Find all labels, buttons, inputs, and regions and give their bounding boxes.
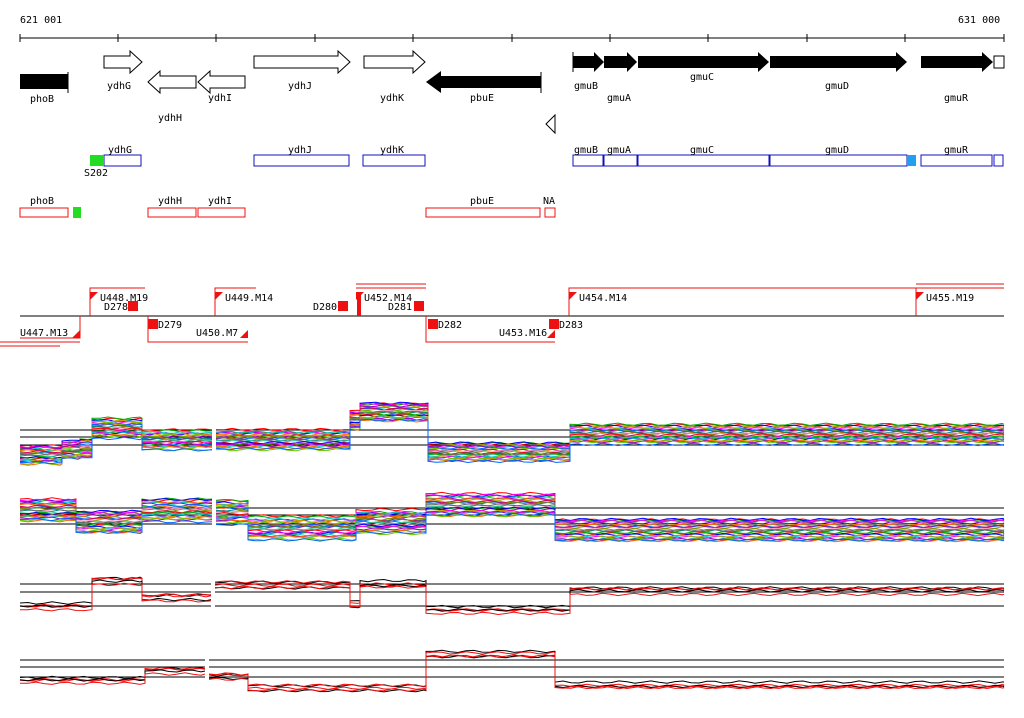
red-feature-track: phoB ydhH ydhI pbuE NA <box>19 196 556 218</box>
expression-trace <box>19 649 1005 688</box>
downstream-label[interactable]: D281 <box>388 302 412 313</box>
blue-feature-ydhK[interactable]: ydhK <box>362 145 426 167</box>
red-feature-NA[interactable]: NA <box>543 196 556 218</box>
downstream-label[interactable]: D283 <box>559 320 583 331</box>
panel-gap <box>211 554 215 624</box>
expression-trace <box>19 496 1005 526</box>
panel-gap <box>205 630 209 700</box>
downstream-label[interactable]: D279 <box>158 320 182 331</box>
panel-gap <box>212 478 216 548</box>
svg-text:ydhG: ydhG <box>108 145 132 156</box>
gene-label: phoB <box>30 94 54 105</box>
terminator-marker <box>545 113 556 135</box>
gene-ydhH[interactable]: ydhH <box>147 69 197 124</box>
expression-trace <box>19 503 1005 533</box>
svg-text:gmuB: gmuB <box>574 145 598 156</box>
upstream-label[interactable]: U449.M14 <box>225 293 273 304</box>
upstream-label[interactable]: U455.M19 <box>926 293 974 304</box>
expression-panel-3 <box>19 554 1005 624</box>
gene-label: gmuD <box>825 81 849 92</box>
svg-text:ydhK: ydhK <box>380 145 404 156</box>
svg-text:ydhJ: ydhJ <box>288 145 312 156</box>
ruler-end-label: 631 000 <box>958 15 1000 26</box>
green-marker[interactable] <box>90 155 104 166</box>
transcript-label[interactable]: U450.M7 <box>196 328 238 339</box>
red-feature-ydhH[interactable]: ydhH <box>147 196 197 218</box>
gene-ydhK[interactable]: ydhK <box>363 49 426 104</box>
gene-ydhJ[interactable]: ydhJ <box>253 49 351 92</box>
gene-label: ydhH <box>158 113 182 124</box>
gene-gmuR[interactable]: gmuR <box>921 52 1005 104</box>
gene-label: gmuR <box>944 93 969 104</box>
svg-text:phoB: phoB <box>30 196 54 207</box>
red-feature-phoB[interactable]: phoB <box>19 196 69 218</box>
expression-panel-2 <box>19 478 1005 548</box>
gene-label: ydhI <box>208 93 232 104</box>
blue-feature-ydhJ[interactable]: ydhJ <box>253 145 350 167</box>
cyan-marker <box>907 155 916 166</box>
expression-trace <box>19 654 1005 693</box>
svg-text:pbuE: pbuE <box>470 196 494 207</box>
transcript-label[interactable]: U453.M16 <box>499 328 547 339</box>
panel-gap <box>212 400 216 470</box>
svg-text:ydhI: ydhI <box>208 196 232 207</box>
gene-label: ydhK <box>380 93 404 104</box>
blue-feature-gmuD[interactable]: gmuD <box>769 145 908 167</box>
green-marker-label: S202 <box>84 168 108 179</box>
ruler-start-label: 621 001 <box>20 15 62 26</box>
downstream-label[interactable]: D280 <box>313 302 337 313</box>
gene-label: ydhJ <box>288 81 312 92</box>
svg-text:NA: NA <box>543 196 555 207</box>
svg-text:gmuC: gmuC <box>690 145 714 156</box>
red-feature-ydhI[interactable]: ydhI <box>197 196 246 218</box>
gene-gmuA[interactable]: gmuA <box>604 52 637 104</box>
gene-label: ydhG <box>107 81 131 92</box>
gene-gmuC[interactable]: gmuC <box>638 52 769 83</box>
upstream-label[interactable]: U452.M14 <box>364 293 412 304</box>
expression-trace <box>20 582 1005 616</box>
downstream-label[interactable]: D278 <box>104 302 128 313</box>
coordinate-ruler: 621 001 631 000 <box>19 15 1005 42</box>
blue-feature-gmuA[interactable]: gmuA <box>603 145 638 167</box>
svg-text:ydhH: ydhH <box>158 196 182 207</box>
red-feature-pbuE[interactable]: pbuE <box>425 196 541 218</box>
gene-track: phoB ydhG ydhH ydhI ydhJ ydhK pbuE <box>20 49 1005 135</box>
expression-trace <box>19 512 1005 542</box>
svg-text:gmuD: gmuD <box>825 145 849 156</box>
expression-panel-1 <box>19 400 1005 470</box>
gene-label: gmuC <box>690 72 714 83</box>
gene-label: pbuE <box>470 93 494 104</box>
expression-panel-4 <box>19 630 1005 700</box>
blue-feature-gmuC[interactable]: gmuC <box>637 145 770 167</box>
expression-profile-panels <box>19 400 1005 700</box>
gene-gmuB[interactable]: gmuB <box>572 52 604 92</box>
blue-feature-gmuB[interactable]: gmuB <box>572 145 604 167</box>
expression-trace <box>19 509 1005 539</box>
blue-feature-track: ydhG ydhJ ydhK gmuB gmuA gmuC gmuD <box>84 145 1004 179</box>
gene-phoB[interactable]: phoB <box>20 72 69 105</box>
svg-text:gmuA: gmuA <box>607 145 631 156</box>
green-small-marker <box>73 207 81 218</box>
gene-label: gmuA <box>607 93 631 104</box>
svg-text:gmuR: gmuR <box>944 145 969 156</box>
upstream-label[interactable]: U448.M19 <box>100 293 148 304</box>
transcript-label[interactable]: U447.M13 <box>20 328 68 339</box>
upstream-label[interactable]: U454.M14 <box>579 293 627 304</box>
gene-label: gmuB <box>574 81 598 92</box>
gene-pbuE[interactable]: pbuE <box>426 71 542 104</box>
transcript-track: U448.M19 U449.M14 U452.M14 U454.M14 U455… <box>0 283 1004 347</box>
expression-trace <box>19 418 1005 465</box>
blue-feature-gmuR[interactable]: gmuR <box>920 145 1004 167</box>
blue-feature-ydhG[interactable]: ydhG <box>103 145 142 167</box>
downstream-label[interactable]: D282 <box>438 320 462 331</box>
gene-ydhG[interactable]: ydhG <box>103 49 143 92</box>
terminator-squares <box>128 292 559 329</box>
gene-ydhI[interactable]: ydhI <box>197 69 246 104</box>
gene-gmuD[interactable]: gmuD <box>770 52 907 92</box>
expression-trace <box>20 654 1005 692</box>
